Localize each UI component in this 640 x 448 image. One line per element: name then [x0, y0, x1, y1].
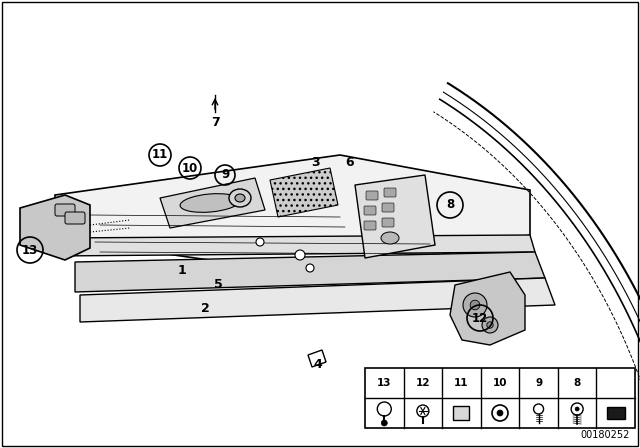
Text: 4: 4	[314, 358, 323, 371]
Text: 9: 9	[221, 168, 229, 181]
Circle shape	[256, 238, 264, 246]
FancyBboxPatch shape	[453, 406, 469, 420]
FancyBboxPatch shape	[364, 221, 376, 230]
Text: 3: 3	[310, 155, 319, 168]
Polygon shape	[55, 235, 535, 256]
FancyBboxPatch shape	[607, 407, 625, 419]
Text: 10: 10	[493, 378, 508, 388]
Circle shape	[470, 300, 480, 310]
Text: 5: 5	[214, 279, 222, 292]
Circle shape	[306, 264, 314, 272]
Text: 6: 6	[346, 155, 355, 168]
Circle shape	[295, 250, 305, 260]
FancyBboxPatch shape	[65, 212, 85, 224]
FancyBboxPatch shape	[365, 368, 635, 428]
Polygon shape	[450, 272, 525, 345]
FancyBboxPatch shape	[364, 206, 376, 215]
Circle shape	[463, 293, 487, 317]
FancyBboxPatch shape	[55, 204, 75, 216]
Text: 11: 11	[152, 148, 168, 161]
Text: 13: 13	[22, 244, 38, 257]
Ellipse shape	[235, 194, 245, 202]
Polygon shape	[80, 278, 555, 322]
Text: 8: 8	[446, 198, 454, 211]
Text: 9: 9	[535, 378, 542, 388]
Text: 00180252: 00180252	[580, 430, 630, 440]
Polygon shape	[160, 178, 265, 228]
Polygon shape	[270, 168, 338, 217]
Circle shape	[482, 317, 498, 333]
Text: 12: 12	[415, 378, 430, 388]
Circle shape	[487, 322, 493, 328]
Ellipse shape	[381, 232, 399, 244]
Text: 13: 13	[377, 378, 392, 388]
Text: 8: 8	[573, 378, 580, 388]
Polygon shape	[20, 195, 90, 260]
FancyBboxPatch shape	[382, 203, 394, 212]
Text: 1: 1	[178, 263, 186, 276]
Text: 7: 7	[211, 116, 220, 129]
Text: 10: 10	[182, 161, 198, 175]
Polygon shape	[75, 252, 545, 292]
Text: 2: 2	[200, 302, 209, 314]
FancyBboxPatch shape	[382, 218, 394, 227]
Ellipse shape	[180, 194, 240, 212]
Circle shape	[381, 420, 387, 426]
Text: 11: 11	[454, 378, 468, 388]
Ellipse shape	[229, 189, 251, 207]
Circle shape	[575, 407, 579, 411]
Polygon shape	[355, 175, 435, 258]
Text: 12: 12	[472, 311, 488, 324]
Circle shape	[497, 410, 503, 416]
FancyBboxPatch shape	[366, 191, 378, 200]
FancyBboxPatch shape	[384, 188, 396, 197]
Polygon shape	[55, 155, 530, 278]
